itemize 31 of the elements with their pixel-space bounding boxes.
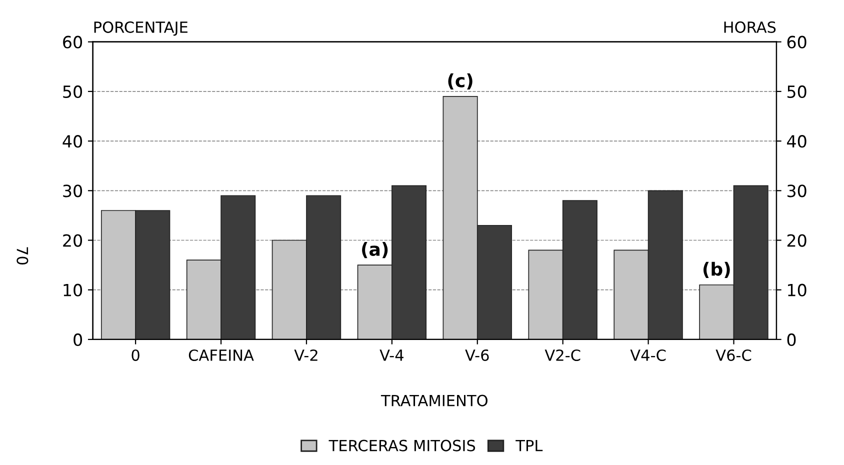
y-tick-label: 50: [63, 85, 82, 98]
legend-label: TPL: [516, 440, 543, 452]
y2-tick-label: 30: [787, 184, 806, 198]
y-tick-label: 10: [64, 284, 82, 296]
x-axis-title: TRATAMIENTO: [380, 394, 488, 406]
x-tick-label: V6-C: [716, 349, 752, 361]
y2-tick-label: 20: [787, 234, 806, 247]
x-tick-label: V-6: [465, 349, 489, 361]
y2-tick-label: 50: [787, 85, 806, 98]
x-tick-label: V2-C: [544, 349, 580, 361]
y2-axis-title: HORAS: [724, 21, 776, 33]
y-tick-label: 30: [63, 184, 82, 198]
x-tick-label: 0: [132, 349, 140, 361]
y2-tick-label: 40: [787, 135, 806, 148]
y2-tick-label: 60: [787, 36, 806, 48]
annotation: (c): [448, 73, 472, 90]
x-tick-label: V-4: [380, 350, 404, 361]
y-tick-label: 60: [63, 36, 82, 48]
x-tick-label: V4-C: [630, 349, 666, 361]
y2-tick-label: 10: [788, 284, 806, 296]
legend-label: TERCERAS MITOSIS: [328, 440, 476, 452]
y-tick-label: 0: [74, 333, 82, 346]
annotation: (a): [362, 242, 388, 258]
annotation: (b): [704, 262, 730, 278]
y-tick-label: 40: [62, 135, 82, 148]
x-tick-label: V-2: [294, 349, 318, 361]
text: 70: [16, 247, 28, 264]
x-tick-label: CAFEINA: [188, 349, 254, 361]
y-tick-label: 20: [63, 234, 82, 247]
y2-tick-label: 0: [787, 333, 796, 346]
y-axis-title: PORCENTAJE: [94, 21, 188, 36]
